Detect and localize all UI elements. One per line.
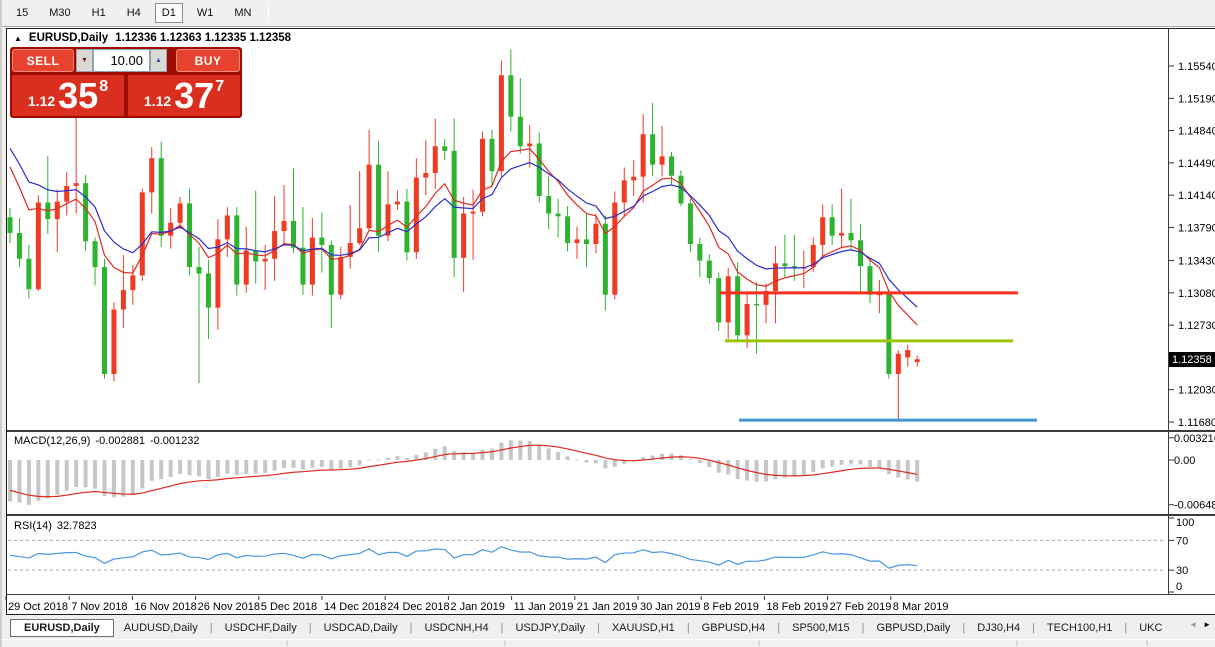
chart-ohlc-values: 1.12336 1.12363 1.12335 1.12358 (115, 32, 292, 44)
horizontal-scrollbar[interactable] (2, 639, 1215, 647)
macd-indicator-label: MACD(12,26,9) (14, 435, 91, 447)
chart-tab-tech100-h1[interactable]: TECH100,H1 (1046, 621, 1113, 634)
tab-separator: | (861, 621, 865, 634)
volume-increase-button[interactable]: ▲ (150, 49, 167, 72)
rsi-indicator-label: RSI(14) (14, 520, 52, 532)
collapse-panel-icon[interactable]: ▲ (14, 33, 22, 43)
chart-tab-usdchf-daily[interactable]: USDCHF,Daily (224, 621, 297, 634)
buy-price-prefix: 1.12 (143, 93, 172, 109)
timeframe-button-h4[interactable]: H4 (126, 7, 141, 19)
volume-input[interactable] (93, 49, 150, 72)
tab-separator: | (500, 621, 504, 634)
chart-tab-usdcnh-h4[interactable]: USDCNH,H4 (424, 621, 489, 634)
price-axis-border (1168, 29, 1169, 595)
chart-tab-usdjpy-daily[interactable]: USDJPY,Daily (515, 621, 585, 634)
sell-button[interactable]: SELL (12, 49, 74, 72)
chart-tab-bar: EURUSD,Daily AUDUSD,Daily | USDCHF,Daily | US… (4, 617, 1215, 638)
chart-header: ▲ EURUSD,Daily 1.12336 1.12363 1.12335 1… (14, 32, 291, 44)
tab-scroll-right-icon[interactable]: ► (1203, 620, 1211, 629)
macd-main-value: -0.002881 (95, 435, 145, 447)
pane-splitter-rsi[interactable] (7, 514, 1215, 516)
arrow-down-icon: ▼ (81, 57, 88, 64)
tab-separator: | (686, 621, 690, 634)
macd-signal-value: -0.001232 (149, 435, 200, 447)
arrow-up-icon: ▲ (155, 57, 162, 64)
chart-tab-xauusd-h1[interactable]: XAUUSD,H1 (611, 621, 675, 634)
tab-scroll-left-icon[interactable]: ◄ (1189, 620, 1198, 629)
chart-tab-gbpusd-h4[interactable]: GBPUSD,H4 (701, 621, 766, 634)
chart-tab-gbpusd-daily[interactable]: GBPUSD,Daily (876, 621, 951, 634)
current-price-badge: 1.12358 (1169, 352, 1215, 367)
toolbar-separator (268, 4, 270, 22)
chart-tab-dj30-h4[interactable]: DJ30,H4 (977, 621, 1021, 634)
chart-symbol-title: EURUSD,Daily (28, 32, 109, 44)
timeframe-button-w1[interactable]: W1 (196, 7, 214, 19)
sell-price-big: 35 (58, 74, 99, 116)
timeframe-button-d1[interactable]: D1 (154, 3, 183, 23)
rsi-label-row: RSI(14) 32.7823 (14, 520, 97, 532)
chart-tab-eurusd-daily[interactable]: EURUSD,Daily (10, 618, 114, 637)
pane-splitter-macd[interactable] (7, 430, 1215, 432)
macd-label-row: MACD(12,26,9) -0.002881 -0.001232 (14, 435, 200, 447)
buy-price-big: 37 (174, 74, 215, 116)
chart-tab-sp500-m15[interactable]: SP500,M15 (792, 621, 850, 634)
chart-tab-usdcad-daily[interactable]: USDCAD,Daily (323, 621, 398, 634)
buy-button[interactable]: BUY (176, 49, 240, 72)
sell-price-pip: 8 (99, 78, 109, 95)
tab-scroll-buttons: ◄ ► (1189, 620, 1211, 629)
timeframe-button-15[interactable]: 15 (16, 7, 29, 19)
sell-price-display[interactable]: 1.12 35 8 (12, 75, 124, 116)
sell-price-prefix: 1.12 (27, 93, 56, 109)
date-axis-border (7, 594, 1215, 595)
tab-separator: | (409, 621, 413, 634)
buy-price-display[interactable]: 1.12 37 7 (128, 75, 240, 116)
timeframe-button-m30[interactable]: M30 (49, 7, 71, 19)
tab-separator: | (777, 621, 781, 634)
rsi-value: 32.7823 (56, 520, 97, 532)
buy-price-pip: 7 (215, 78, 225, 95)
tab-separator: | (1124, 621, 1128, 634)
timeframe-button-h1[interactable]: H1 (91, 7, 106, 19)
timeframe-button-mn[interactable]: MN (234, 7, 252, 19)
volume-decrease-button[interactable]: ▼ (76, 49, 93, 72)
chart-tab-audusd-daily[interactable]: AUDUSD,Daily (123, 621, 198, 634)
chart-tab-ukc[interactable]: UKC (1139, 621, 1163, 634)
tab-separator: | (209, 621, 213, 634)
tab-separator: | (308, 621, 312, 634)
tab-separator: | (962, 621, 966, 634)
tab-separator: | (596, 621, 600, 634)
tab-separator: | (1032, 621, 1035, 634)
one-click-trade-panel: SELL ▼ ▲ BUY 1.12 35 8 1.12 37 7 (10, 47, 242, 118)
timeframe-toolbar: 15 M30 H1 H4 D1 W1 MN (2, 0, 1215, 26)
